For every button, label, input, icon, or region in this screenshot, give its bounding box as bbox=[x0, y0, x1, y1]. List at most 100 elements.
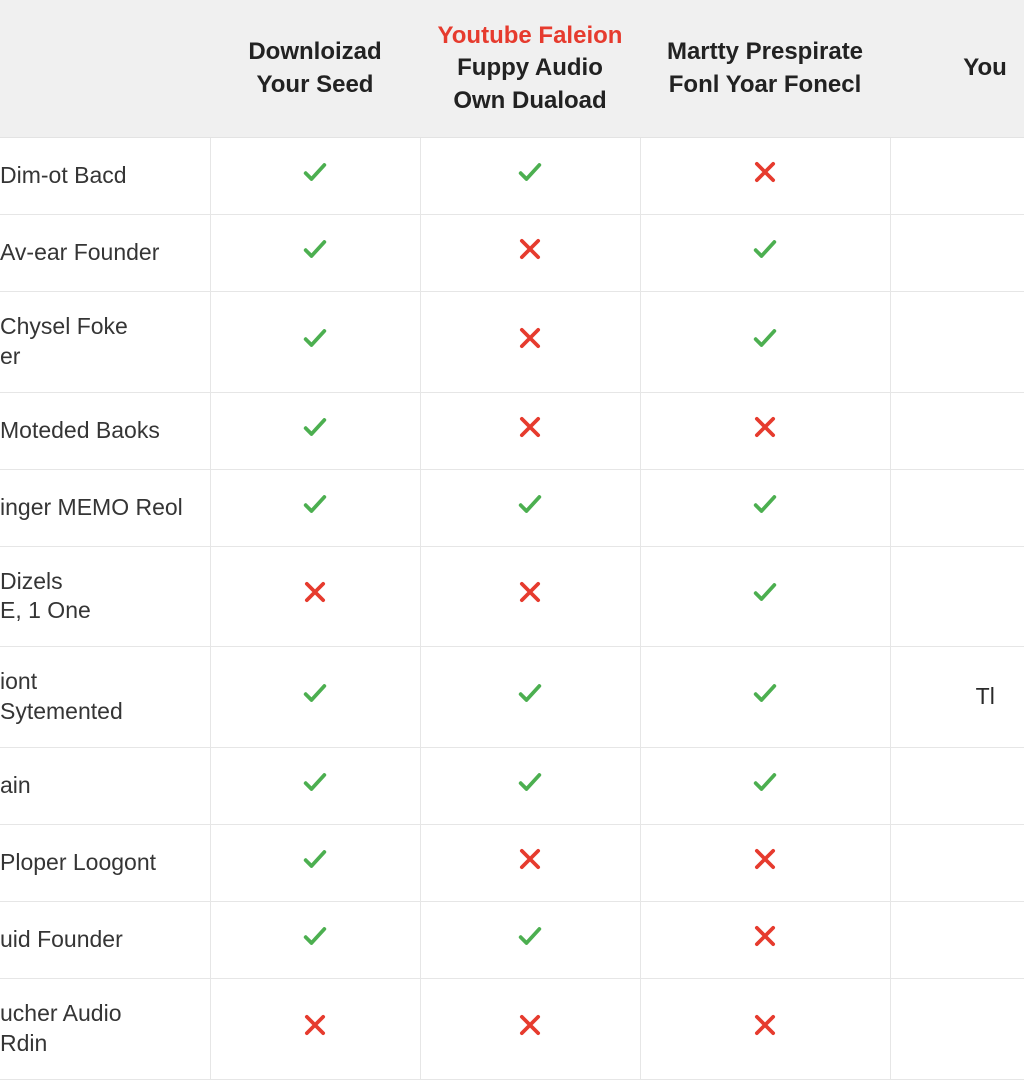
cell bbox=[210, 546, 420, 647]
cell bbox=[640, 978, 890, 1079]
check-icon bbox=[301, 845, 329, 873]
column-header-line2: Fonl Yoar Fonecl bbox=[652, 69, 878, 101]
check-icon bbox=[301, 922, 329, 950]
cell bbox=[640, 469, 890, 546]
check-icon bbox=[301, 235, 329, 263]
check-icon bbox=[751, 578, 779, 606]
table-row: ain bbox=[0, 748, 1024, 825]
cell bbox=[420, 138, 640, 215]
cell bbox=[210, 215, 420, 292]
check-icon bbox=[301, 324, 329, 352]
check-icon bbox=[301, 768, 329, 796]
check-icon bbox=[516, 490, 544, 518]
cell bbox=[640, 138, 890, 215]
column-header-line1: You bbox=[963, 54, 1007, 81]
header-row: Downloizad Your Seed Youtube Faleion Fuppy … bbox=[0, 0, 1024, 138]
check-icon bbox=[751, 324, 779, 352]
column-header-2: Youtube Faleion Fuppy Audio Own Duaload bbox=[420, 0, 640, 138]
cross-icon bbox=[516, 235, 544, 263]
row-label-line: ucher Audio bbox=[0, 1000, 121, 1026]
check-icon bbox=[516, 158, 544, 186]
row-label-line: Sytemented bbox=[0, 698, 123, 724]
cell bbox=[210, 978, 420, 1079]
row-label-line: uid Founder bbox=[0, 926, 123, 952]
cell bbox=[640, 748, 890, 825]
row-label: Dim-ot Bacd bbox=[0, 138, 210, 215]
check-icon bbox=[516, 922, 544, 950]
cell bbox=[890, 824, 1024, 901]
row-label-line: iont bbox=[0, 668, 37, 694]
cross-icon bbox=[751, 413, 779, 441]
column-header-line1: Downloizad bbox=[248, 38, 381, 65]
table-row: DizelsE, 1 One bbox=[0, 546, 1024, 647]
column-header-line1: Youtube Faleion bbox=[438, 22, 623, 49]
row-label-line: Dizels bbox=[0, 568, 63, 594]
cross-icon bbox=[516, 324, 544, 352]
cell bbox=[420, 392, 640, 469]
row-label-line: Ploper Loogont bbox=[0, 849, 156, 875]
check-icon bbox=[751, 768, 779, 796]
cell bbox=[890, 291, 1024, 392]
column-header-1: Downloizad Your Seed bbox=[210, 0, 420, 138]
row-label: DizelsE, 1 One bbox=[0, 546, 210, 647]
cell bbox=[640, 291, 890, 392]
row-label-line: Rdin bbox=[0, 1030, 47, 1056]
cell bbox=[890, 138, 1024, 215]
column-header-line2: Your Seed bbox=[222, 69, 408, 101]
check-icon bbox=[751, 490, 779, 518]
cell bbox=[890, 748, 1024, 825]
table-row: iont Sytemented Tl bbox=[0, 647, 1024, 748]
row-label: Ploper Loogont bbox=[0, 824, 210, 901]
check-icon bbox=[516, 768, 544, 796]
cell bbox=[420, 215, 640, 292]
table-row: ucher Audio Rdin bbox=[0, 978, 1024, 1079]
row-label-line: ain bbox=[0, 772, 31, 798]
cross-icon bbox=[516, 578, 544, 606]
column-header-line1: Martty Prespirate bbox=[667, 38, 863, 65]
check-icon bbox=[751, 235, 779, 263]
column-header-line2: Fuppy Audio Own Duaload bbox=[432, 52, 628, 117]
row-label-line: Chysel Foke bbox=[0, 313, 128, 339]
cell bbox=[640, 901, 890, 978]
cell bbox=[640, 392, 890, 469]
table-row: Dim-ot Bacd bbox=[0, 138, 1024, 215]
table-row: Ploper Loogont bbox=[0, 824, 1024, 901]
cell bbox=[210, 392, 420, 469]
cell bbox=[420, 647, 640, 748]
cell bbox=[210, 901, 420, 978]
table-row: uid Founder bbox=[0, 901, 1024, 978]
cross-icon bbox=[751, 158, 779, 186]
column-header-4: You bbox=[890, 0, 1024, 138]
row-label: ain bbox=[0, 748, 210, 825]
row-label-line: Av-ear Founder bbox=[0, 239, 159, 265]
cross-icon bbox=[301, 578, 329, 606]
cross-icon bbox=[301, 1011, 329, 1039]
check-icon bbox=[301, 679, 329, 707]
row-label-line: er bbox=[0, 343, 20, 369]
table-row: Av-ear Founder bbox=[0, 215, 1024, 292]
cell bbox=[890, 469, 1024, 546]
cell bbox=[210, 138, 420, 215]
cell bbox=[890, 392, 1024, 469]
cell bbox=[420, 748, 640, 825]
cell bbox=[210, 748, 420, 825]
cross-icon bbox=[751, 1011, 779, 1039]
row-label: iont Sytemented bbox=[0, 647, 210, 748]
check-icon bbox=[751, 679, 779, 707]
cell bbox=[640, 824, 890, 901]
table-row: inger MEMO Reol bbox=[0, 469, 1024, 546]
cell-text: Tl bbox=[976, 683, 995, 709]
cell bbox=[890, 978, 1024, 1079]
check-icon bbox=[301, 490, 329, 518]
cell bbox=[210, 647, 420, 748]
check-icon bbox=[516, 679, 544, 707]
column-header-0 bbox=[0, 0, 210, 138]
row-label-line: Moteded Baoks bbox=[0, 417, 160, 443]
cell bbox=[210, 469, 420, 546]
row-label: inger MEMO Reol bbox=[0, 469, 210, 546]
column-header-3: Martty Prespirate Fonl Yoar Fonecl bbox=[640, 0, 890, 138]
cell: Tl bbox=[890, 647, 1024, 748]
cell bbox=[210, 291, 420, 392]
cell bbox=[640, 546, 890, 647]
cross-icon bbox=[751, 845, 779, 873]
